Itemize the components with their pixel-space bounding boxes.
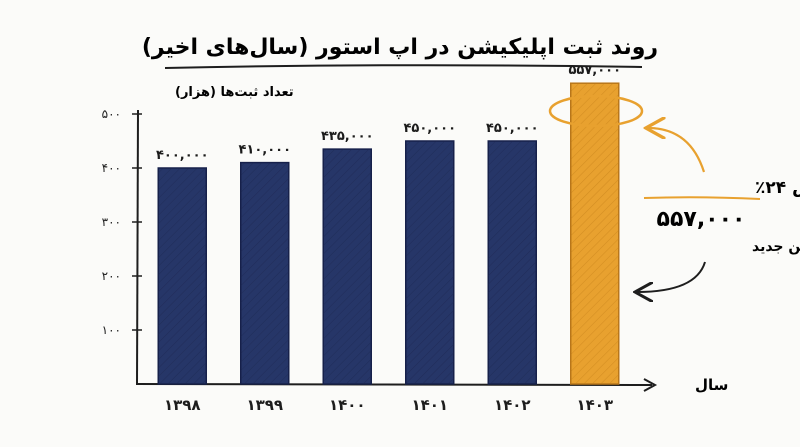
bars: ۴۰۰,۰۰۰ ۴۱۰,۰۰۰ ۴۳۵,۰۰۰ ۴۵۰,۰۰۰ ۴۵۰,۰۰۰ ۵۵۷,۰… (156, 63, 621, 385)
annotation-growth: جهش ۲۴٪ (755, 178, 800, 198)
chart-title: روند ثبت اپلیکیشن در اپ استور (سال‌های ا… (142, 35, 658, 60)
highlight-arrow-icon (648, 128, 706, 173)
bar-texture (323, 149, 372, 384)
highlight-ellipse (548, 94, 644, 128)
x-tick-label: ۱۴۰۱ (411, 396, 448, 414)
y-tick-label: ۱۰۰ (102, 323, 121, 337)
y-tick-label: ۵۰۰ (102, 107, 121, 121)
bar-texture (158, 168, 207, 384)
y-axis (136, 109, 139, 386)
bar-texture (240, 162, 289, 384)
title-underline (164, 64, 643, 69)
x-tick-label: ۱۴۰۲ (494, 396, 531, 414)
highlight-annotation: جهش ۲۴٪ ۵۵۷,۰۰۰ اپلیکیشن جدید (548, 94, 800, 292)
bar-value-label: ۵۵۷,۰۰۰ (568, 63, 621, 78)
annotation-underline (643, 196, 761, 200)
bar-texture (405, 141, 454, 384)
bar-texture (488, 141, 537, 384)
bar-texture (570, 83, 619, 384)
y-tick-label: ۲۰۰ (102, 269, 121, 283)
x-tick-label: ۱۴۰۳ (576, 396, 613, 414)
annotation-arrow-icon (637, 261, 706, 292)
bar-value-label: ۴۱۰,۰۰۰ (238, 143, 291, 158)
x-tick-label: ۱۳۹۹ (246, 396, 283, 414)
x-axis (136, 383, 653, 386)
bar-value-label: ۴۳۵,۰۰۰ (321, 129, 374, 144)
annotation-caption: اپلیکیشن جدید (752, 239, 800, 255)
bar-value-label: ۴۵۰,۰۰۰ (403, 121, 456, 136)
bar-value-label: ۴۵۰,۰۰۰ (486, 121, 539, 136)
annotation-value: ۵۵۷,۰۰۰ (657, 207, 746, 232)
y-tick-label: ۳۰۰ (102, 215, 121, 229)
x-tick-label: ۱۳۹۸ (164, 396, 201, 414)
bar-value-label: ۴۰۰,۰۰۰ (156, 148, 209, 163)
y-ticks: ۱۰۰ ۲۰۰ ۳۰۰ ۴۰۰ ۵۰۰ (102, 107, 142, 337)
y-tick-label: ۴۰۰ (102, 161, 121, 175)
x-axis-arrow-icon (643, 378, 658, 392)
x-axis-label: سال (695, 376, 728, 394)
y-axis-label: تعداد ثبت‌ها (هزار) (175, 85, 294, 100)
x-ticks: ۱۳۹۸ ۱۳۹۹ ۱۴۰۰ ۱۴۰۱ ۱۴۰۲ ۱۴۰۳ (164, 396, 613, 414)
x-tick-label: ۱۴۰۰ (329, 396, 366, 414)
